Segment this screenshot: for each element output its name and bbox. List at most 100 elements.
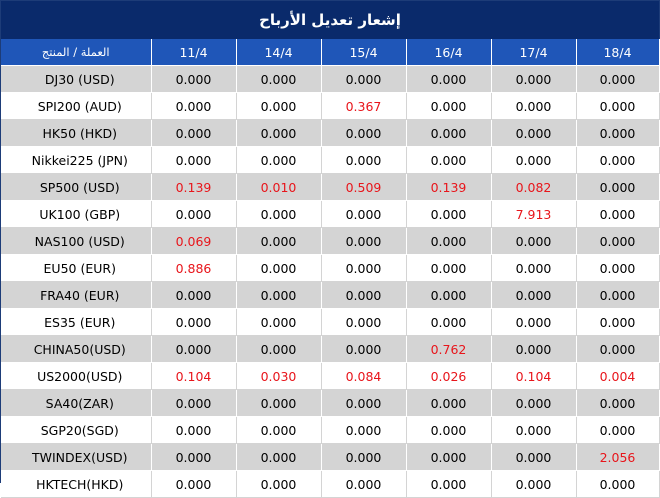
value-cell: 7.913 [491,200,577,228]
product-cell: ES35 (EUR) [1,308,152,336]
value-cell: 0.000 [151,389,237,417]
page-title: إشعار تعديل الأرباح [1,1,659,39]
value-cell: 0.000 [576,200,660,228]
product-cell: EU50 (EUR) [1,254,152,282]
table-body: DJ30 (USD) 0.000 0.000 0.000 0.000 0.000 0.000… [1,65,660,498]
value-cell: 0.000 [151,416,237,444]
value-cell: 0.000 [321,65,407,93]
value-cell: 0.000 [491,389,577,417]
column-header-date: 18/4 [576,39,660,66]
value-cell: 0.000 [576,227,660,255]
value-cell: 0.000 [491,308,577,336]
value-cell: 0.000 [576,470,660,498]
product-cell: UK100 (GBP) [1,200,152,228]
value-cell: 0.000 [236,200,322,228]
column-header-date: 15/4 [321,39,407,66]
value-cell: 0.000 [406,65,492,93]
value-cell: 0.762 [406,335,492,363]
product-cell: NAS100 (USD) [1,227,152,255]
value-cell: 0.000 [406,146,492,174]
value-cell: 0.000 [321,443,407,471]
value-cell: 0.000 [321,119,407,147]
value-cell: 0.000 [321,227,407,255]
table-row: EU50 (EUR) 0.886 0.000 0.000 0.000 0.000 0.000 [1,254,660,282]
table-row: FRA40 (EUR) 0.000 0.000 0.000 0.000 0.000 0.00… [1,281,660,309]
value-cell: 0.000 [576,389,660,417]
value-cell: 0.000 [491,92,577,120]
value-cell: 0.000 [406,119,492,147]
value-cell: 0.000 [236,308,322,336]
value-cell: 0.104 [151,362,237,390]
value-cell: 0.000 [576,254,660,282]
value-cell: 0.000 [321,416,407,444]
value-cell: 0.000 [406,200,492,228]
value-cell: 0.000 [151,92,237,120]
product-cell: DJ30 (USD) [1,65,152,93]
value-cell: 0.000 [236,146,322,174]
value-cell: 0.000 [236,65,322,93]
value-cell: 0.000 [576,281,660,309]
value-cell: 0.000 [491,65,577,93]
product-cell: SPI200 (AUD) [1,92,152,120]
value-cell: 0.000 [236,227,322,255]
value-cell: 0.000 [491,254,577,282]
product-cell: CHINA50(USD) [1,335,152,363]
value-cell: 0.000 [151,308,237,336]
value-cell: 0.000 [491,335,577,363]
value-cell: 0.000 [151,65,237,93]
value-cell: 0.000 [406,470,492,498]
value-cell: 0.000 [151,146,237,174]
value-cell: 0.886 [151,254,237,282]
table-row: SA40(ZAR) 0.000 0.000 0.000 0.000 0.000 0.000 [1,389,660,417]
product-cell: Nikkei225 (JPN) [1,146,152,174]
value-cell: 0.000 [236,416,322,444]
value-cell: 0.000 [576,119,660,147]
value-cell: 0.000 [151,281,237,309]
value-cell: 0.000 [576,65,660,93]
value-cell: 0.030 [236,362,322,390]
value-cell: 0.000 [576,146,660,174]
value-cell: 0.000 [576,308,660,336]
value-cell: 0.104 [491,362,577,390]
value-cell: 0.000 [406,227,492,255]
value-cell: 0.000 [576,92,660,120]
value-cell: 0.010 [236,173,322,201]
value-cell: 0.000 [491,146,577,174]
value-cell: 0.000 [321,254,407,282]
value-cell: 0.000 [321,146,407,174]
product-cell: US2000(USD) [1,362,152,390]
value-cell: 0.000 [576,173,660,201]
value-cell: 0.000 [321,200,407,228]
column-header-date: 11/4 [151,39,237,66]
dividend-table: العملة / المنتج 11/4 14/4 15/4 16/4 17/4… [1,39,660,498]
value-cell: 0.000 [491,416,577,444]
table-row: TWINDEX(USD) 0.000 0.000 0.000 0.000 0.000 2.0… [1,443,660,471]
value-cell: 0.000 [151,200,237,228]
value-cell: 0.000 [491,227,577,255]
table-row: SPI200 (AUD) 0.000 0.000 0.367 0.000 0.000 0.0… [1,92,660,120]
value-cell: 0.139 [151,173,237,201]
value-cell: 0.000 [321,470,407,498]
value-cell: 0.000 [406,416,492,444]
value-cell: 0.004 [576,362,660,390]
value-cell: 0.000 [576,416,660,444]
value-cell: 0.000 [491,119,577,147]
value-cell: 0.000 [321,281,407,309]
value-cell: 0.000 [321,308,407,336]
value-cell: 0.000 [151,443,237,471]
table-row: NAS100 (USD) 0.069 0.000 0.000 0.000 0.000 0.0… [1,227,660,255]
value-cell: 0.000 [321,335,407,363]
value-cell: 0.000 [406,443,492,471]
product-cell: TWINDEX(USD) [1,443,152,471]
value-cell: 0.082 [491,173,577,201]
table-row: HK50 (HKD) 0.000 0.000 0.000 0.000 0.000 0.000 [1,119,660,147]
value-cell: 0.000 [406,281,492,309]
value-cell: 0.000 [576,335,660,363]
value-cell: 0.069 [151,227,237,255]
value-cell: 0.000 [236,119,322,147]
value-cell: 0.000 [236,281,322,309]
value-cell: 0.000 [406,308,492,336]
value-cell: 0.000 [151,119,237,147]
value-cell: 0.000 [236,92,322,120]
